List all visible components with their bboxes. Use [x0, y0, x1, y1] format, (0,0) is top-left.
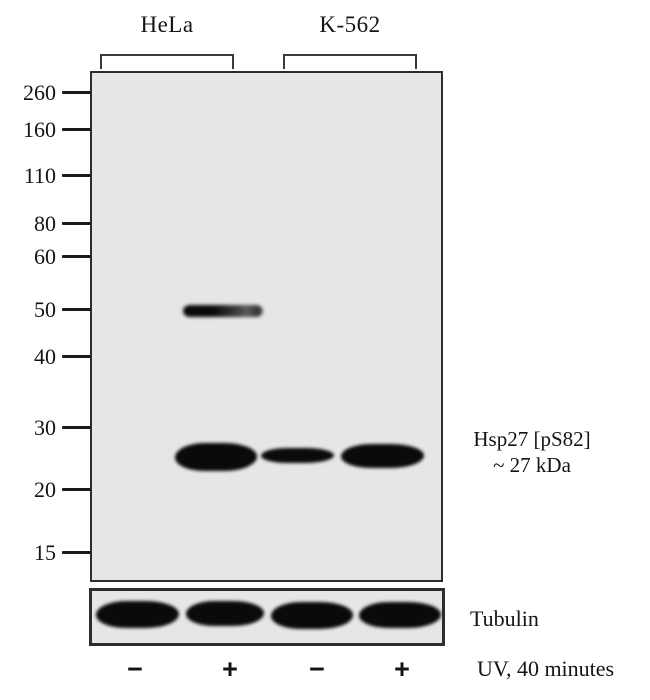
band-hsp27-k562-untreated: [261, 448, 334, 463]
target-protein-label: Hsp27 [pS82] ~ 27 kDa: [446, 426, 618, 478]
blot-panel-main: [90, 71, 443, 582]
mw-tick-110: [62, 174, 91, 177]
mw-tick-50: [62, 308, 91, 311]
mw-tick-260: [62, 91, 91, 94]
mw-tick-160: [62, 128, 91, 131]
band-tubulin-lane1: [96, 601, 179, 628]
mw-label-30: 30: [34, 415, 56, 440]
mw-tick-15: [62, 551, 91, 554]
lane-group-bracket-hela: [100, 54, 234, 69]
cell-line-label-k562: K-562: [319, 12, 381, 37]
band-tubulin-lane3: [271, 602, 353, 629]
band-hsp27-k562-uv: [341, 444, 424, 468]
mw-label-260: 260: [23, 80, 56, 105]
mw-tick-20: [62, 488, 91, 491]
mw-label-20: 20: [34, 477, 56, 502]
mw-label-60: 60: [34, 244, 56, 269]
cell-line-label-hela: HeLa: [140, 12, 194, 37]
target-protein-mw: ~ 27 kDa: [493, 453, 571, 477]
mw-tick-30: [62, 426, 91, 429]
treatment-label: UV, 40 minutes: [477, 656, 615, 681]
treatment-symbol-lane3: −: [309, 654, 325, 684]
band-tubulin-lane2: [186, 601, 264, 626]
target-protein-name: Hsp27 [pS82]: [473, 427, 591, 451]
loading-control-label: Tubulin: [470, 606, 539, 631]
treatment-symbol-lane1: −: [127, 654, 143, 684]
treatment-symbol-lane2: +: [222, 654, 238, 684]
mw-label-50: 50: [34, 297, 56, 322]
lane-group-bracket-k562: [283, 54, 417, 69]
mw-tick-80: [62, 222, 91, 225]
band-nonspecific-50kda-hela-uv: [183, 305, 263, 317]
mw-label-15: 15: [34, 540, 56, 565]
mw-label-80: 80: [34, 211, 56, 236]
mw-tick-40: [62, 355, 91, 358]
band-hsp27-hela-uv: [175, 443, 257, 471]
mw-label-110: 110: [23, 163, 56, 188]
band-tubulin-lane4: [359, 602, 441, 628]
mw-label-40: 40: [34, 344, 56, 369]
treatment-symbol-lane4: +: [394, 654, 410, 684]
mw-tick-60: [62, 255, 91, 258]
mw-label-160: 160: [23, 117, 56, 142]
